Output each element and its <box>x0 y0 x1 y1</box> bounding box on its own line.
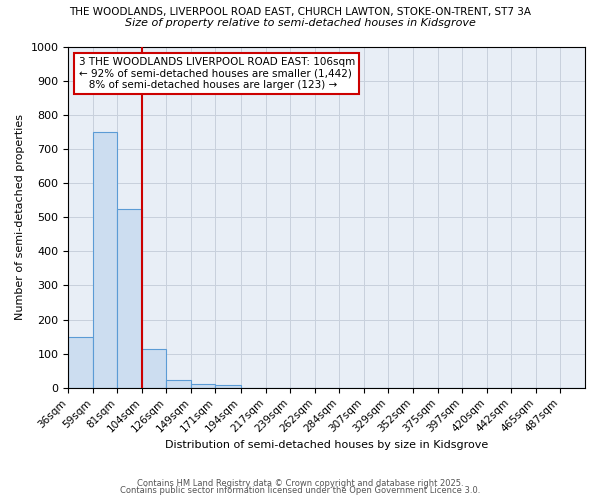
Text: Contains public sector information licensed under the Open Government Licence 3.: Contains public sector information licen… <box>120 486 480 495</box>
Bar <box>215 385 241 388</box>
Bar <box>142 348 166 388</box>
Bar <box>166 380 191 388</box>
X-axis label: Distribution of semi-detached houses by size in Kidsgrove: Distribution of semi-detached houses by … <box>165 440 488 450</box>
Text: 3 THE WOODLANDS LIVERPOOL ROAD EAST: 106sqm
← 92% of semi-detached houses are sm: 3 THE WOODLANDS LIVERPOOL ROAD EAST: 106… <box>79 56 355 90</box>
Bar <box>118 208 142 388</box>
Text: THE WOODLANDS, LIVERPOOL ROAD EAST, CHURCH LAWTON, STOKE-ON-TRENT, ST7 3A: THE WOODLANDS, LIVERPOOL ROAD EAST, CHUR… <box>69 8 531 18</box>
Text: Contains HM Land Registry data © Crown copyright and database right 2025.: Contains HM Land Registry data © Crown c… <box>137 478 463 488</box>
Y-axis label: Number of semi-detached properties: Number of semi-detached properties <box>15 114 25 320</box>
Bar <box>68 336 94 388</box>
Bar <box>191 384 215 388</box>
Text: Size of property relative to semi-detached houses in Kidsgrove: Size of property relative to semi-detach… <box>125 18 475 28</box>
Bar <box>94 132 118 388</box>
